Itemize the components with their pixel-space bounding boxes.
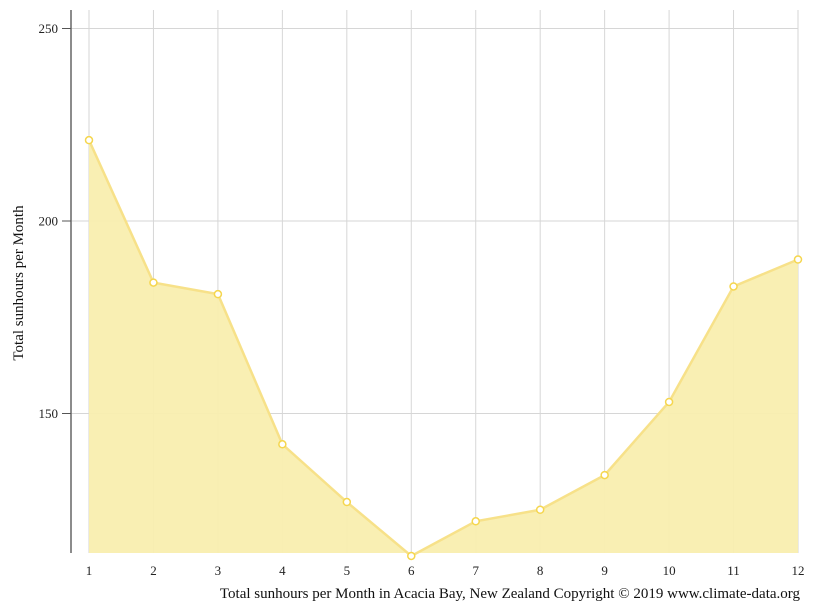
x-tick-label: 11 [727, 563, 740, 578]
data-point[interactable] [600, 470, 609, 480]
data-point[interactable] [407, 551, 416, 561]
data-point[interactable] [729, 282, 738, 291]
area-fill [89, 140, 798, 556]
data-point[interactable] [535, 505, 545, 514]
x-tick-label: 7 [472, 563, 479, 578]
x-tick-label: 10 [663, 563, 676, 578]
x-tick-label: 6 [408, 563, 415, 578]
x-tick-label: 4 [279, 563, 286, 578]
data-point[interactable] [793, 255, 803, 264]
data-point[interactable] [84, 135, 94, 145]
data-point[interactable] [278, 440, 287, 449]
data-point[interactable] [342, 497, 352, 507]
y-axis-ticks: 150 200 250 [39, 21, 71, 421]
y-axis-title: Total sunhours per Month [11, 205, 27, 361]
x-tick-label: 3 [215, 563, 222, 578]
x-tick-label: 1 [86, 563, 93, 578]
area-series [87, 139, 799, 558]
data-point[interactable] [471, 517, 480, 526]
x-tick-label: 12 [792, 563, 805, 578]
x-tick-label: 8 [537, 563, 544, 578]
y-tick-label: 200 [39, 214, 59, 229]
data-point-markers [84, 135, 803, 561]
y-tick-label: 250 [39, 21, 59, 36]
x-tick-label: 2 [150, 563, 157, 578]
x-tick-label: 9 [601, 563, 608, 578]
data-point[interactable] [149, 278, 158, 287]
x-tick-label: 5 [344, 563, 351, 578]
x-axis-ticks: 1 2 3 4 5 6 7 8 9 10 11 12 [86, 563, 805, 578]
x-axis-title: Total sunhours per Month in Acacia Bay, … [220, 586, 801, 602]
series-line [87, 139, 799, 558]
y-tick-label: 150 [39, 406, 59, 421]
data-point[interactable] [664, 397, 674, 407]
data-point[interactable] [213, 289, 223, 299]
